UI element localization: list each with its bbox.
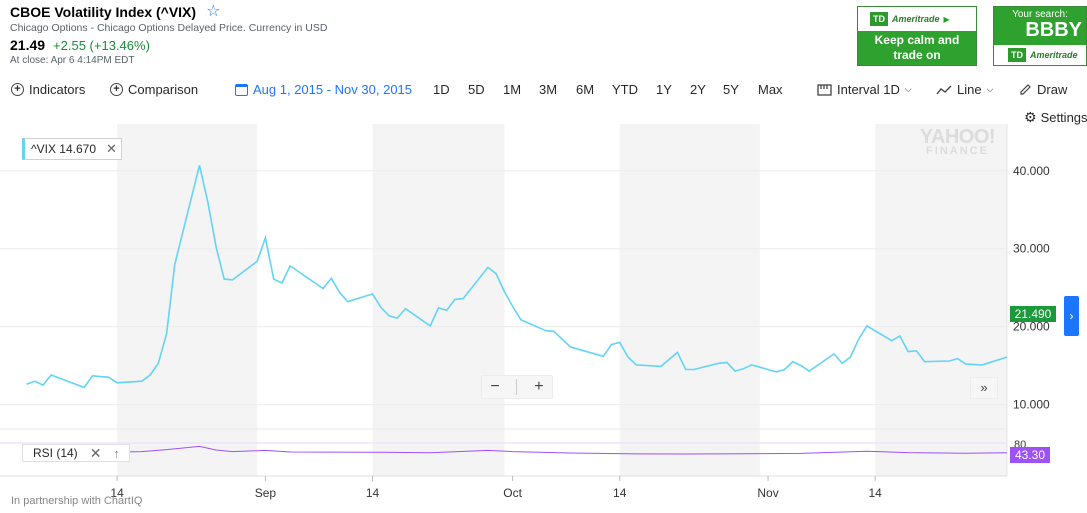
current-price-tag: 21.490 — [1010, 306, 1056, 322]
ad-brand: Ameritrade — [1030, 50, 1078, 60]
date-range-button[interactable]: Aug 1, 2015 - Nov 30, 2015 — [235, 82, 412, 97]
play-icon: ▶ — [943, 14, 950, 24]
chart-area[interactable]: 10.000 20.000 30.000 40.000 14 Sep 14 Oct 14 Nov… — [0, 124, 1087, 513]
td-logo-icon: TD — [1008, 48, 1026, 62]
shaded-band-1 — [372, 124, 505, 476]
range-ytd-button[interactable]: YTD — [612, 82, 638, 97]
range-6m-button[interactable]: 6M — [576, 82, 595, 97]
ad-slogan: Keep calm and trade on — [858, 31, 976, 65]
close-time: At close: Apr 6 4:14PM EDT — [10, 55, 135, 66]
pencil-icon — [1020, 84, 1031, 95]
partnership-note: In partnership with ChartIQ — [11, 495, 143, 507]
x-tick-label: Oct — [503, 486, 522, 500]
chart-type-dropdown[interactable]: Line ⌵ — [936, 82, 993, 97]
interval-dropdown[interactable]: Interval 1D ⌵ — [817, 82, 912, 97]
y-tick-label: 30.000 — [1013, 242, 1050, 256]
zoom-divider — [516, 379, 518, 395]
legend-label: ^VIX 14.670 — [31, 142, 97, 156]
x-tick-label: 14 — [613, 486, 627, 500]
yahoo-finance-watermark: YAHOO! FINANCE — [919, 126, 996, 157]
x-tick-label: 14 — [868, 486, 882, 500]
chevron-down-icon: ⌵ — [986, 84, 994, 94]
td-logo-icon: TD — [870, 12, 888, 26]
range-max-button[interactable]: Max — [758, 82, 783, 97]
draw-button[interactable]: Draw — [1019, 82, 1067, 97]
close-icon[interactable]: ✕ — [106, 141, 117, 156]
quote-price: 21.49 — [10, 37, 46, 53]
series-legend[interactable]: ^VIX 14.670 ✕ — [22, 138, 122, 160]
gear-icon: ⚙ — [1024, 109, 1037, 125]
close-icon[interactable]: ✕ — [89, 444, 102, 461]
range-1y-button[interactable]: 1Y — [656, 82, 672, 97]
plus-circle-icon: + — [110, 83, 123, 96]
quote-title: CBOE Volatility Index (^VIX) — [10, 4, 197, 20]
rsi-value-tag: 43.30 — [1010, 447, 1050, 463]
range-1d-button[interactable]: 1D — [433, 82, 450, 97]
vix-series-line — [26, 165, 1008, 389]
x-tick-label: 14 — [366, 486, 380, 500]
quote-change: +2.55 (+13.46%) — [53, 38, 150, 53]
scroll-to-end-button[interactable]: » — [970, 377, 998, 399]
zoom-controls: − + — [481, 375, 553, 399]
range-1m-button[interactable]: 1M — [503, 82, 522, 97]
zoom-in-button[interactable]: + — [534, 378, 544, 395]
shaded-band-3 — [875, 124, 1007, 476]
line-chart-icon — [936, 85, 952, 94]
y-tick-label: 20.000 — [1013, 320, 1050, 334]
weekend-shading — [117, 124, 1007, 476]
rsi-panel-label: RSI (14) ✕ ↑ — [22, 444, 130, 462]
interval-icon — [817, 83, 832, 96]
comparison-button[interactable]: + Comparison — [110, 82, 198, 97]
x-tick-label: Sep — [255, 486, 277, 500]
x-tick-label: 14 — [110, 486, 124, 500]
x-axis: 14 Sep 14 Oct 14 Nov 14 — [110, 476, 882, 500]
plus-circle-icon: + — [11, 83, 24, 96]
quote-header: CBOE Volatility Index (^VIX) ☆ Chicago O… — [10, 3, 830, 67]
y-axis: 10.000 20.000 30.000 40.000 — [1013, 164, 1050, 412]
chart-toolbar: + Indicators + Comparison Aug 1, 2015 - … — [0, 78, 1087, 102]
ad-search-symbol: BBBY — [1025, 19, 1082, 41]
shaded-band-2 — [619, 124, 760, 476]
calendar-icon — [235, 83, 248, 96]
star-icon[interactable]: ☆ — [206, 3, 221, 20]
range-5y-button[interactable]: 5Y — [723, 82, 739, 97]
range-2y-button[interactable]: 2Y — [690, 82, 706, 97]
search-ad[interactable]: Your search: BBBY TD Ameritrade — [993, 6, 1087, 66]
indicators-button[interactable]: + Indicators — [11, 82, 85, 97]
x-tick-label: Nov — [757, 486, 778, 500]
y-tick-label: 40.000 — [1013, 164, 1050, 178]
quote-subtitle: Chicago Options - Chicago Options Delaye… — [10, 22, 328, 34]
y-tick-label: 10.000 — [1013, 398, 1050, 412]
ameritrade-ad[interactable]: TD Ameritrade ▶ Keep calm and trade on — [857, 6, 977, 66]
arrow-up-icon[interactable]: ↑ — [113, 445, 120, 461]
shaded-band-0 — [117, 124, 258, 476]
ad-brand: Ameritrade — [892, 14, 940, 24]
chevron-down-icon: ⌵ — [904, 84, 912, 94]
chevron-right-icon[interactable]: › — [1064, 296, 1079, 336]
range-5d-button[interactable]: 5D — [468, 82, 485, 97]
ad-search-label: Your search: — [1012, 9, 1068, 20]
settings-button[interactable]: ⚙ Settings — [1024, 109, 1087, 125]
range-3m-button[interactable]: 3M — [539, 82, 558, 97]
zoom-out-button[interactable]: − — [490, 378, 500, 395]
rsi-series-line — [26, 445, 1008, 455]
